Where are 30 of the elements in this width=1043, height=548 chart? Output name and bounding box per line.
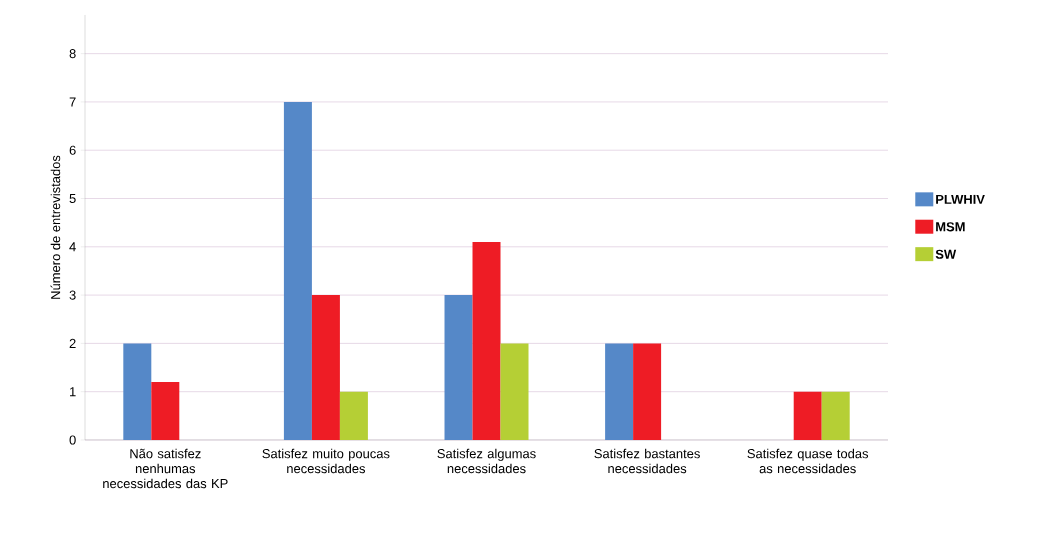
y-tick-label: 4: [69, 242, 76, 252]
y-tick-label: 2: [69, 338, 76, 348]
bar: [444, 295, 473, 440]
x-tick-label: Satisfez bastantes necessidades: [594, 448, 700, 474]
y-tick-label: 8: [69, 49, 76, 59]
bar: [339, 391, 368, 440]
x-tick-label: Satisfez algumas necessidades: [437, 448, 536, 474]
y-axis-title: Número de entrevistados: [50, 155, 61, 299]
legend-label: SW: [935, 249, 957, 259]
bar: [605, 343, 634, 440]
x-tick-label: Satisfez muito poucas necessidades: [262, 448, 390, 474]
y-tick-label: 1: [70, 387, 76, 397]
bar: [283, 101, 312, 440]
bar: [151, 382, 180, 440]
bar: [633, 343, 662, 440]
legend-label: PLWHIV: [936, 194, 985, 204]
bar: [793, 391, 822, 440]
legend-label: MSM: [936, 222, 965, 232]
bar: [821, 391, 850, 440]
y-tick-label: 0: [69, 435, 76, 445]
bar: [472, 241, 501, 440]
y-tick-label: 3: [69, 290, 76, 300]
bar: [311, 295, 340, 440]
bar: [123, 343, 152, 440]
y-tick-label: 7: [69, 97, 76, 107]
x-tick-label: Não satisfez nenhumas necessidades das KP: [103, 448, 228, 489]
x-tick-label: Satisfez quase todas as necessidades: [747, 448, 869, 474]
y-tick-label: 6: [69, 145, 76, 155]
bar: [500, 343, 529, 440]
y-tick-label: 5: [69, 194, 76, 204]
